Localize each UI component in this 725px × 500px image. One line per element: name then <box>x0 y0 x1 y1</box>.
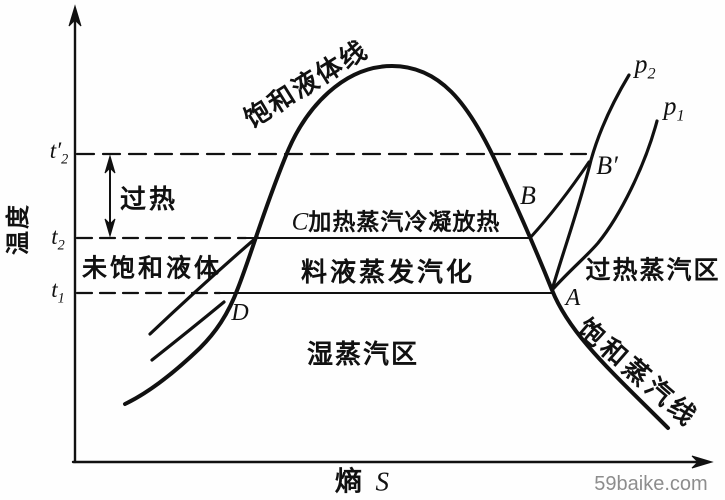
isobar-p1-curve <box>550 119 659 292</box>
tick-t2: t2 <box>51 224 65 254</box>
x-axis-arrow-icon <box>691 455 714 469</box>
heating-condensation-label: C加热蒸汽冷凝放热 <box>291 208 501 236</box>
feed-heating-line-upper <box>148 235 259 336</box>
point-a-label: A <box>565 285 581 311</box>
isobar-p2-label: p2 <box>634 49 656 83</box>
x-axis-label-cn: 熵 <box>335 466 363 497</box>
region-superheated-steam: 过热蒸汽区 <box>585 256 721 285</box>
tick-t1: t1 <box>51 277 65 307</box>
y-axis-arrow-icon <box>68 4 82 27</box>
feed-evaporation-label: 料液蒸发汽化 <box>300 257 476 287</box>
tick-t2-prime: t′2 <box>49 138 69 168</box>
point-b-label: B <box>520 181 536 210</box>
superheat-label: 过热 <box>119 184 179 214</box>
x-axis-label: 熵 S <box>335 466 389 497</box>
point-c-label: C <box>291 208 309 236</box>
saturation-dome-curve <box>123 63 670 430</box>
region-unsaturated-liquid: 未饱和液体 <box>81 254 223 283</box>
y-axis-label: 温度 <box>5 203 32 255</box>
watermark: 59baike.com <box>594 473 708 495</box>
b-to-b-prime-line <box>528 160 591 240</box>
superheat-arrow-up-icon <box>104 154 116 174</box>
isobar-p2-curve <box>550 73 631 292</box>
superheat-arrow-down-icon <box>104 218 116 238</box>
feed-heating-line-lower <box>150 300 226 362</box>
isobar-p1-label: p1 <box>663 91 685 125</box>
point-b-prime-label: B′ <box>596 151 618 180</box>
point-d-label: D <box>231 300 249 326</box>
region-wet-steam: 湿蒸汽区 <box>306 339 420 369</box>
x-axis-label-symbol: S <box>375 466 389 497</box>
